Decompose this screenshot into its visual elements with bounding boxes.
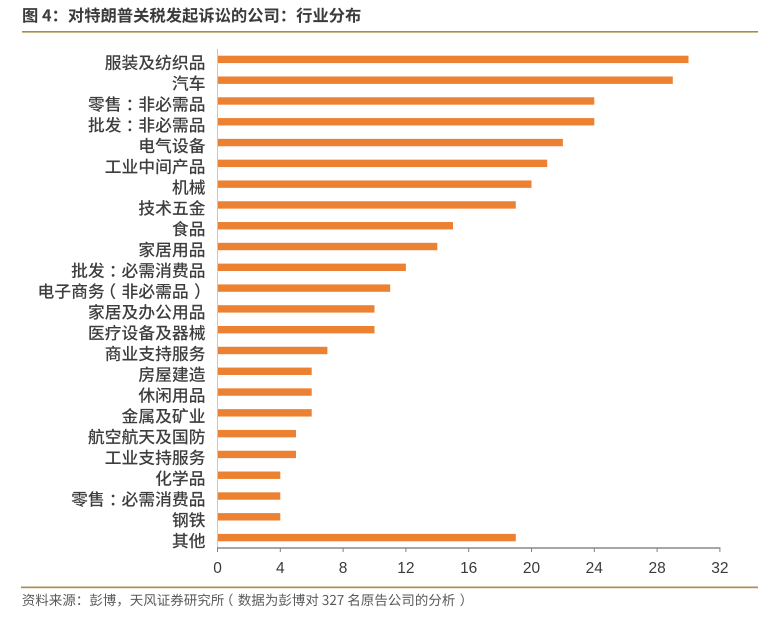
svg-text:20: 20 [523, 560, 541, 577]
svg-text:24: 24 [586, 560, 604, 577]
svg-text:0: 0 [213, 560, 222, 577]
svg-text:28: 28 [648, 560, 665, 577]
svg-text:16: 16 [460, 560, 477, 577]
svg-text:12: 12 [397, 560, 414, 577]
svg-text:8: 8 [339, 560, 348, 577]
svg-text:32: 32 [711, 560, 728, 577]
svg-text:4: 4 [276, 560, 285, 577]
